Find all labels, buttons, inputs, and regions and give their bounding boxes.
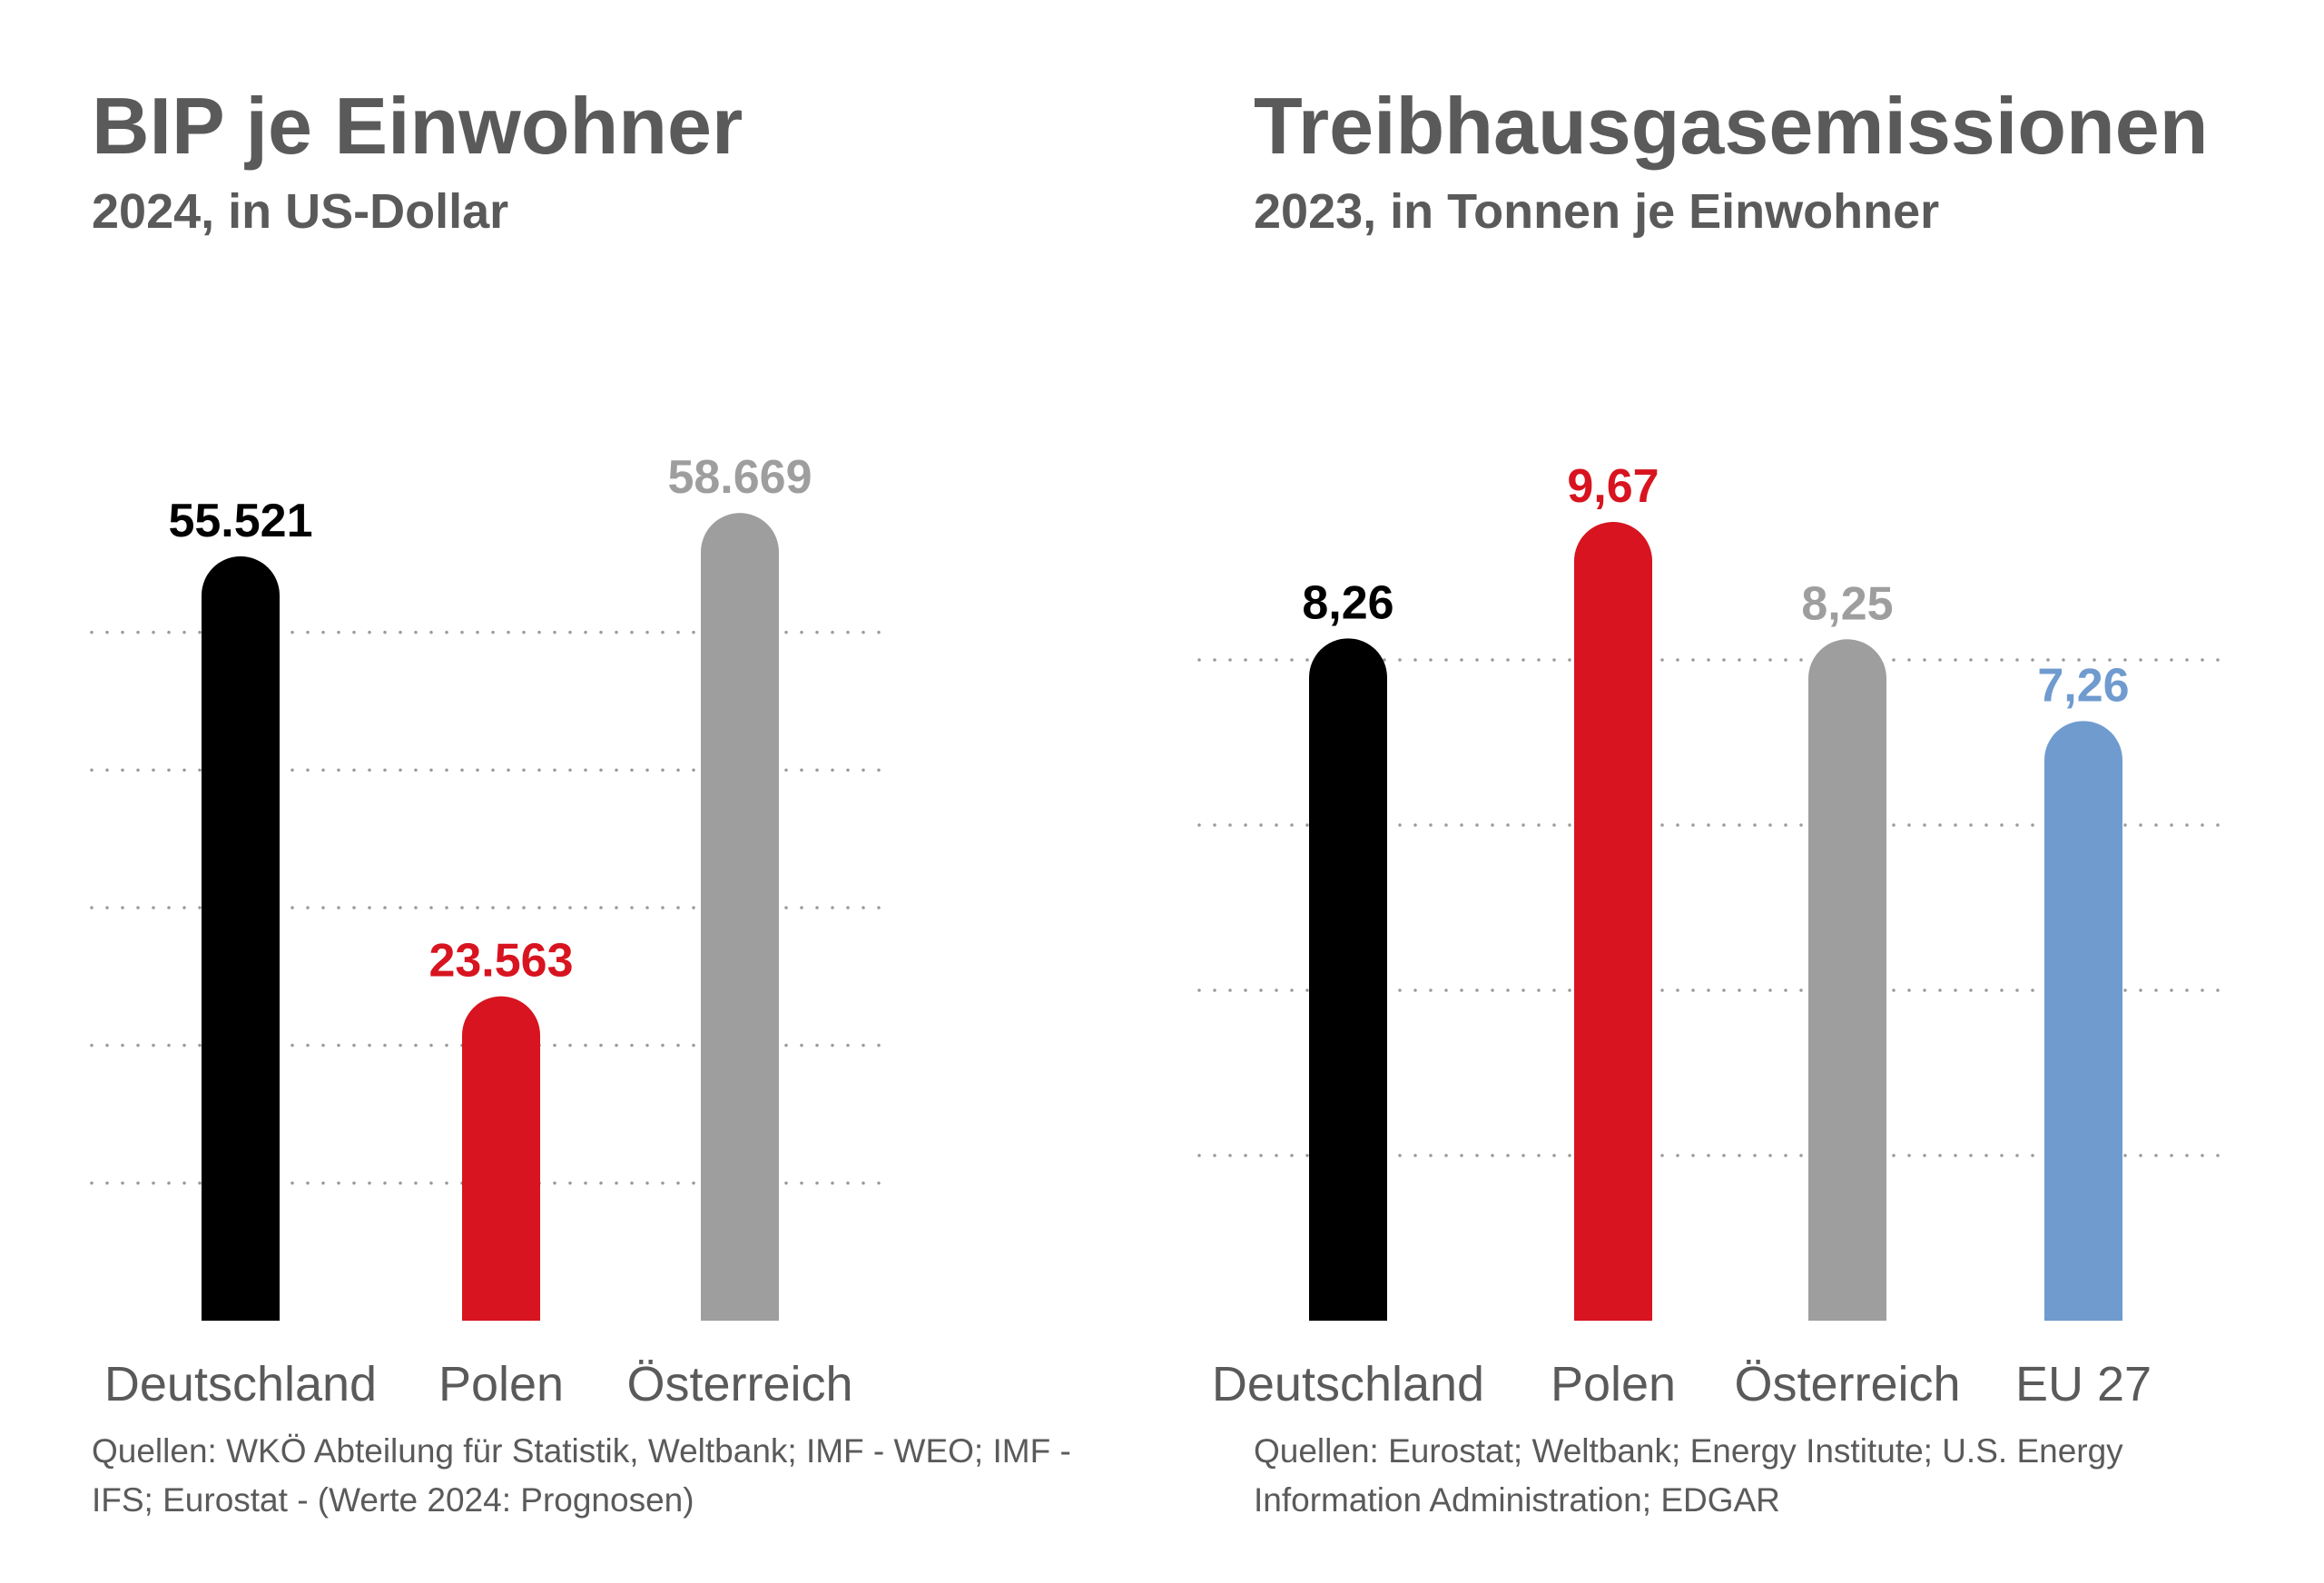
value-label-2: 8,25 [1801,577,1893,630]
bar-2 [701,513,779,1321]
chart-title: BIP je Einwohner [92,81,743,171]
gdp-plot-area: 55.521 Deutschland 23.563 Polen 58.669 Österr… [90,451,891,1411]
bar-1 [1574,522,1652,1321]
bar-0 [1309,638,1387,1321]
value-label-3: 7,26 [2037,659,2129,712]
category-label-3: EU 27 [2015,1357,2152,1411]
bar-1 [462,996,540,1321]
value-label-0: 8,26 [1302,576,1393,629]
value-label-0: 55.521 [168,495,312,547]
bar-0 [202,556,280,1321]
ghg-plot-area: 8,26 Deutschland 9,67 Polen 8,25 Österreich 7,… [1197,460,2230,1411]
chart-source-note: Quellen: Eurostat; Weltbank; Energy Inst… [1254,1432,2123,1519]
bar-3 [2044,721,2122,1321]
category-label-1: Polen [1551,1357,1676,1411]
chart-source-note: Quellen: WKÖ Abteilung für Statistik, We… [92,1432,1071,1519]
gdp-per-capita-chart: BIP je Einwohner 2024, in US-Dollar 55.5… [90,81,1071,1519]
value-label-1: 23.563 [428,935,573,988]
category-label-0: Deutschland [1212,1357,1484,1411]
category-label-2: Österreich [1734,1357,1960,1411]
category-label-1: Polen [438,1357,564,1411]
category-label-0: Deutschland [104,1357,377,1411]
value-label-2: 58.669 [667,451,812,504]
category-label-2: Österreich [626,1357,852,1411]
value-label-1: 9,67 [1567,460,1659,513]
bar-2 [1808,639,1886,1321]
greenhouse-gas-chart: Treibhausgasemissionen 2023, in Tonnen j… [1162,0,2324,1583]
chart-subtitle: 2023, in Tonnen je Einwohner [1254,184,1940,239]
chart-title: Treibhausgasemissionen [1254,81,2209,171]
chart-subtitle: 2024, in US-Dollar [92,184,509,239]
